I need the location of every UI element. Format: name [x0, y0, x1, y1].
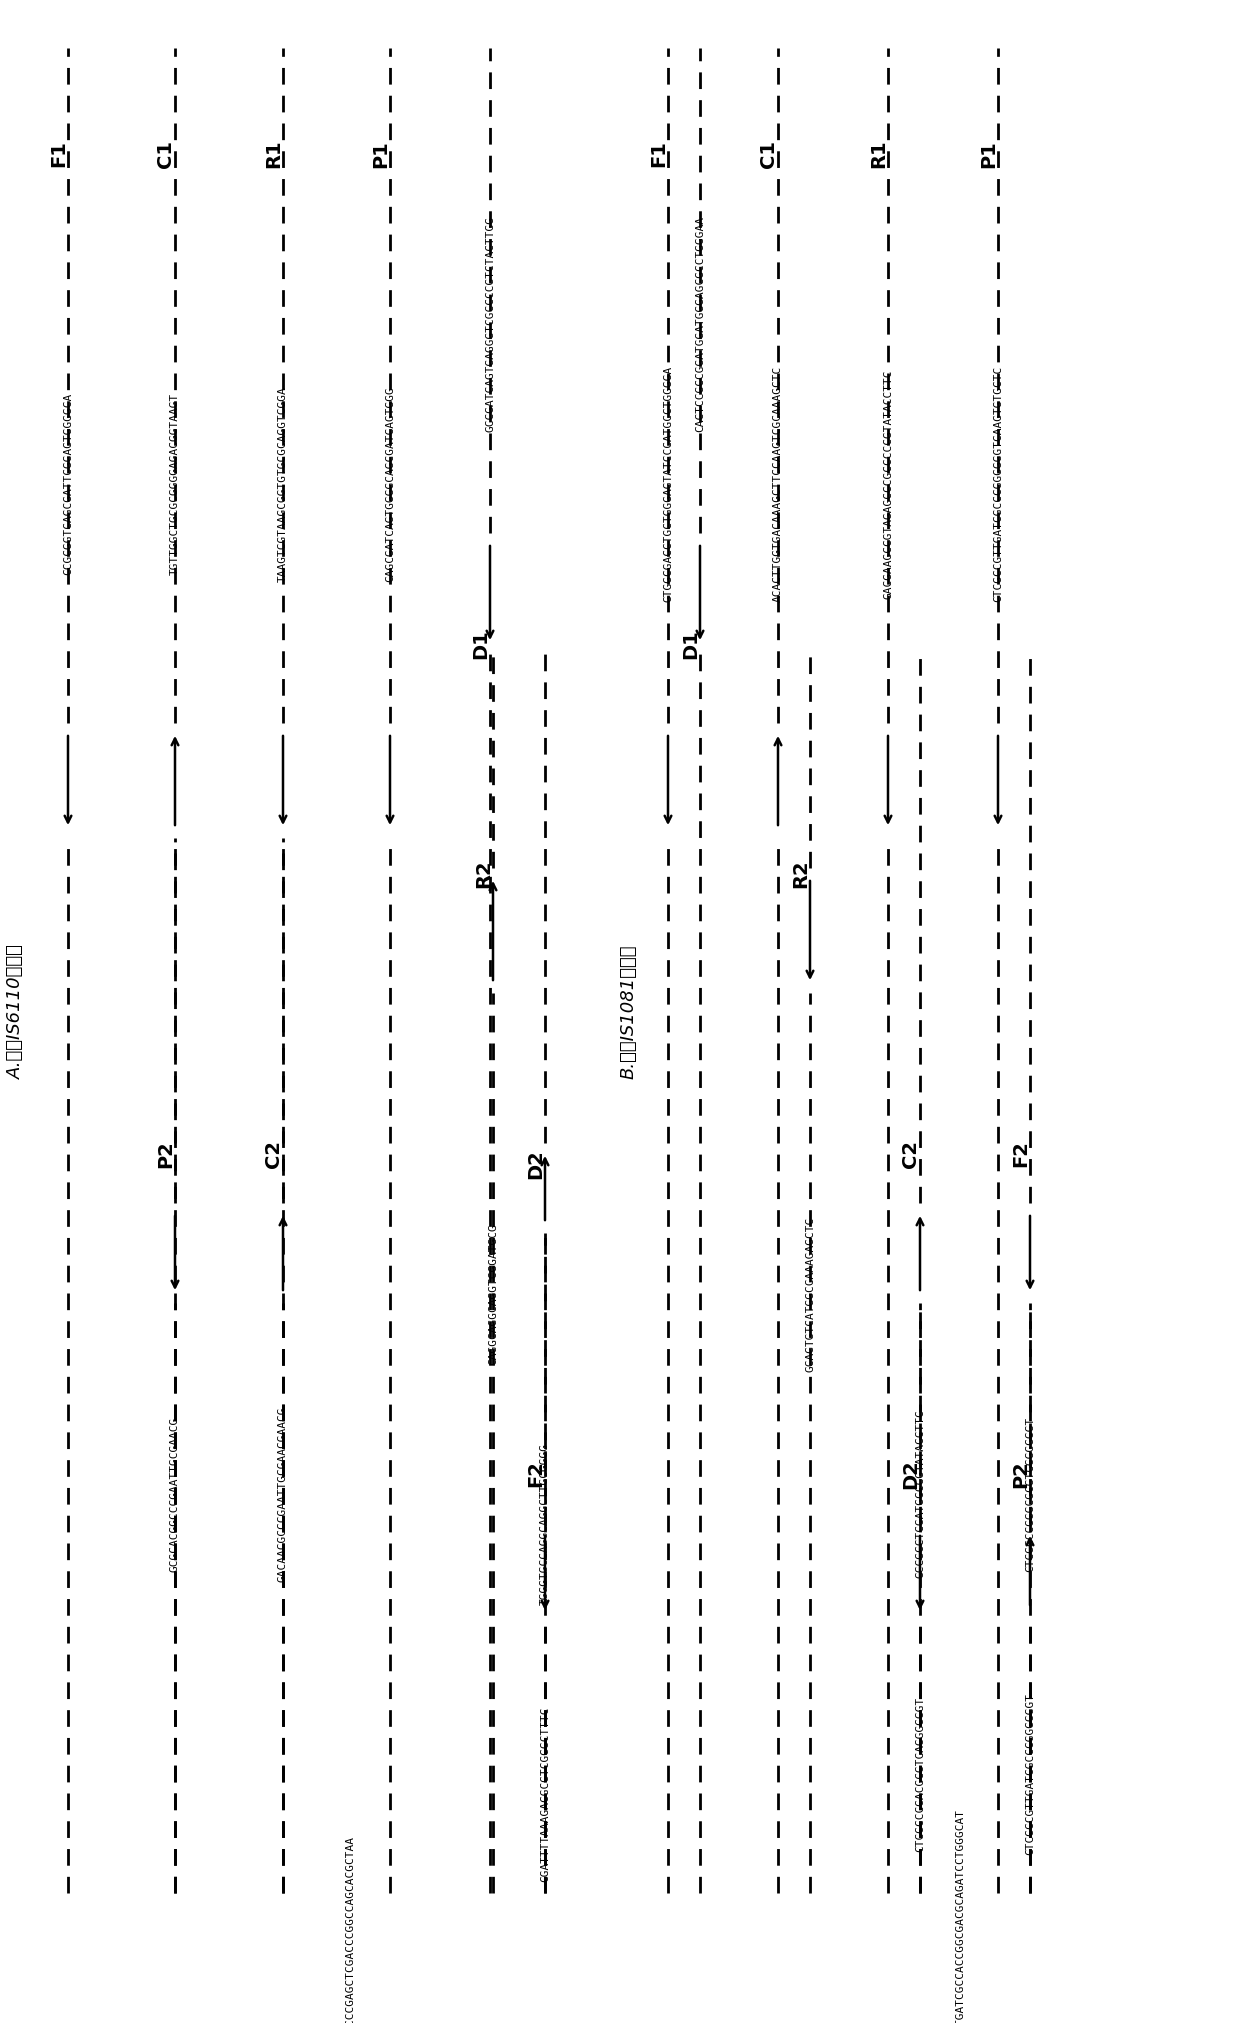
Text: CGATTTTAAAGACGCGTCGGGCTTTC: CGATTTTAAAGACGCGTCGGGCTTTC	[539, 1705, 551, 1881]
Text: R1: R1	[869, 140, 888, 168]
Text: TGTTGGCTGCGCGGGGAGACGGTAAGT: TGTTGGCTGCGCGGGGAGACGGTAAGT	[170, 392, 180, 575]
Text: R2: R2	[474, 860, 494, 888]
Text: R2: R2	[791, 860, 810, 888]
Text: CTCGCCGTTGATCGCCCGGGGGGT: CTCGCCGTTGATCGCCCGGGGGGT	[1025, 1691, 1035, 1855]
Text: P1: P1	[371, 140, 391, 168]
Text: GTGGCGACCTGCTGGGAGTATCCCATGCCTGGGGA: GTGGCGACCTGCTGGGAGTATCCCATGCCTGGGGA	[663, 366, 673, 601]
Text: D1: D1	[681, 629, 701, 659]
Text: GCCGCCTCGATGCCCGTATACCTTC: GCCGCCTCGATGCCCGTATACCTTC	[915, 1408, 925, 1578]
Text: GCGGCCCGAGCTCGACCCGGCCAGCACGCTAA: GCGGCCCGAGCTCGACCCGGCCAGCACGCTAA	[345, 1835, 355, 2023]
Text: P2: P2	[156, 1139, 175, 1167]
Text: GCACACCTTGATCGCCACCGGCGACGCAGATCCTGGGCAT: GCACACCTTGATCGCCACCGGCGACGCAGATCCTGGGCAT	[955, 1809, 965, 2023]
Text: CCGCGGTCAGCGATTCGGAGTGGGGCA: CCGCGGTCAGCGATTCGGAGTGGGGCA	[63, 392, 73, 575]
Text: GACAACGCCCGAATTGCGAACGAACG: GACAACGCCCGAATTGCGAACGAACG	[278, 1406, 288, 1580]
Text: F2: F2	[526, 1461, 546, 1487]
Text: CTCGCCGTTGATCGCCCGGGGGGTCAAGTGTGCTC: CTCGCCGTTGATCGCCCGGGGGGTCAAGTGTGCTC	[993, 366, 1003, 601]
Text: C1: C1	[156, 140, 175, 168]
Text: GCGCACGGCCCGAATTGCGAACG: GCGCACGGCCCGAATTGCGAACG	[170, 1416, 180, 1570]
Text: GCAGTGTCATGGCCAAAGAGCTC: GCAGTGTCATGGCCAAAGAGCTC	[805, 1216, 815, 1372]
Text: CTCGCCCGGGCGCGTCGGGGGGT: CTCGCCCGGGCGCGTCGGGGGGT	[1025, 1416, 1035, 1570]
Text: F2: F2	[1011, 1141, 1030, 1167]
Text: GACGAAGCCGTAGAGCCCGCCCCCGTATACCTTC: GACGAAGCCGTAGAGCCCGCCCCCGTATACCTTC	[883, 368, 893, 599]
Text: C2: C2	[901, 1139, 920, 1167]
Text: F1: F1	[50, 140, 68, 168]
Text: TGGGTGCCAGGCAGGCTTGCGGGG: TGGGTGCCAGGCAGGCTTGCGGGG	[539, 1442, 551, 1604]
Text: GCCGATCAGTGAGGGTCGCCCCGTCTACTTGG: GCCGATCAGTGAGGGTCGCCCCGTCTACTTGG	[485, 216, 495, 431]
Text: A.针对IS6110的引物: A.针对IS6110的引物	[7, 945, 25, 1078]
Text: CACTCCGCCGGATGGATGGGAGCGCCTGGGAA: CACTCCGCCGGATGGATGGGAGCGCCTGGGAA	[694, 216, 706, 431]
Text: TAAGTCGTAAGCGGTGTGCGCAGGTCGGA: TAAGTCGTAAGCGGTGTGCGCAGGTCGGA	[278, 386, 288, 581]
Text: F1: F1	[649, 140, 668, 168]
Text: CTCGCCCGACGCGTCAGGGGGGT: CTCGCCCGACGCGTCAGGGGGGT	[915, 1695, 925, 1851]
Text: D2: D2	[526, 1149, 546, 1177]
Text: R1: R1	[264, 140, 283, 168]
Text: CAGGCAGGCAGGTCGGATGCG: CAGGCAGGCAGGTCGGATGCG	[489, 1222, 498, 1364]
Text: P2: P2	[1011, 1459, 1030, 1487]
Text: C2: C2	[264, 1139, 283, 1167]
Text: CAGCGATCAGTGGGGCAGCGATCAGTGGG: CAGCGATCAGTGGGGCAGCGATCAGTGGG	[384, 386, 396, 581]
Text: ACACTTGGTGACAAAGCTTCCAAGTCGCAAAGCTC: ACACTTGGTGACAAAGCTTCCAAGTCGCAAAGCTC	[773, 366, 782, 601]
Text: B.针对IS1081的引物: B.针对IS1081的引物	[620, 945, 639, 1078]
Text: D1: D1	[471, 629, 490, 659]
Text: C1: C1	[759, 140, 777, 168]
Text: D2: D2	[901, 1459, 920, 1489]
Text: P1: P1	[980, 140, 998, 168]
